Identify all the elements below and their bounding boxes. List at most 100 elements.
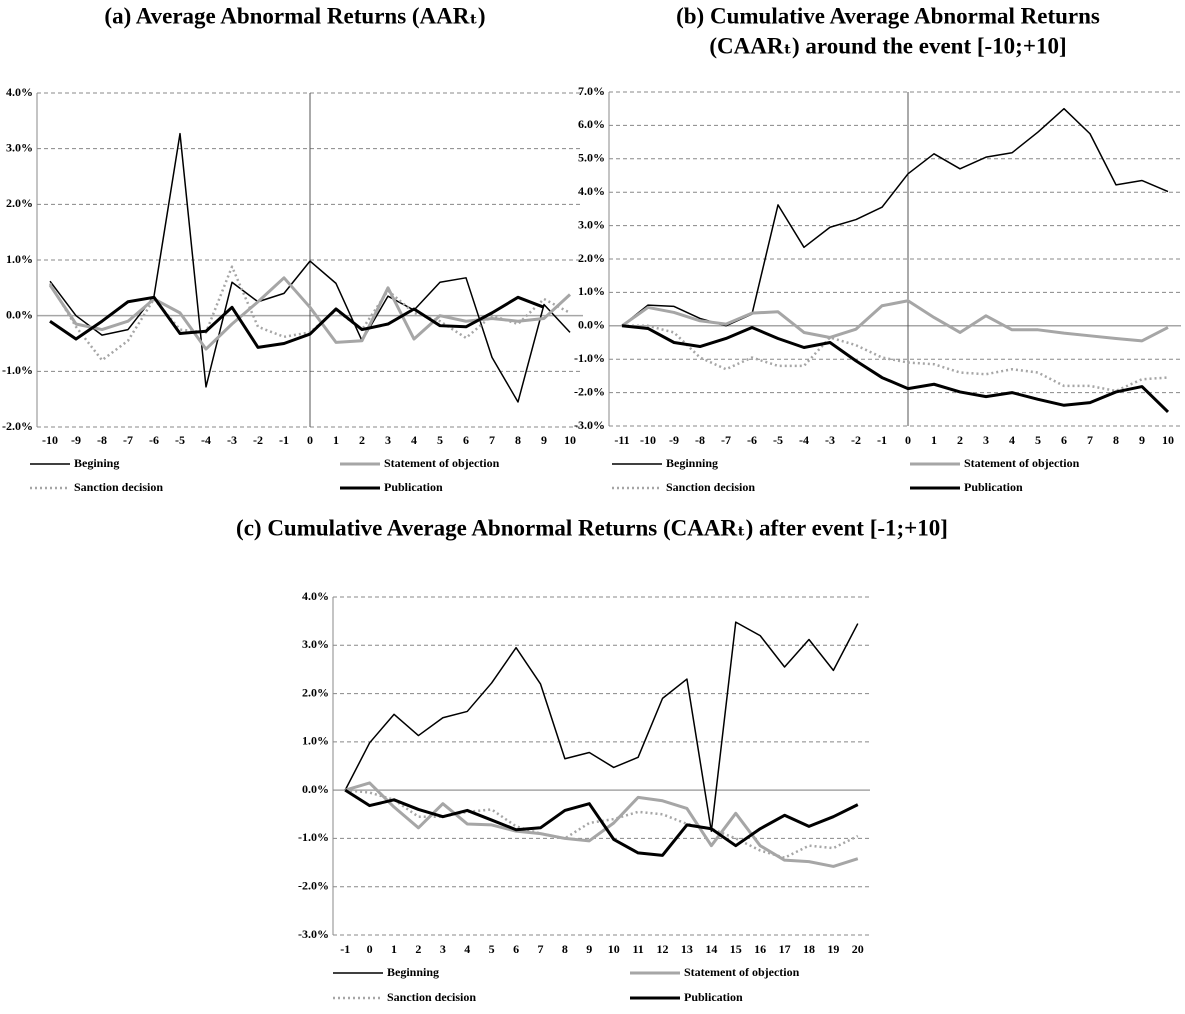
series-line bbox=[344, 621, 859, 832]
y-tick-label: 3.0% bbox=[578, 217, 605, 231]
legend-label: Publication bbox=[684, 990, 743, 1004]
x-tick-label: 6 bbox=[1061, 433, 1067, 447]
x-tick-label: 9 bbox=[541, 433, 547, 447]
x-tick-label: 9 bbox=[586, 942, 592, 956]
x-tick-label: 5 bbox=[1035, 433, 1041, 447]
x-tick-label: 18 bbox=[803, 942, 815, 956]
x-tick-label: 2 bbox=[415, 942, 421, 956]
y-tick-label: 1.0% bbox=[6, 252, 33, 266]
x-tick-label: 13 bbox=[681, 942, 693, 956]
y-tick-label: -3.0% bbox=[574, 418, 605, 432]
x-tick-label: 1 bbox=[931, 433, 937, 447]
chart-title: (c) Cumulative Average Abnormal Returns … bbox=[236, 515, 948, 540]
x-tick-label: 7 bbox=[489, 433, 495, 447]
x-tick-label: -7 bbox=[721, 433, 731, 447]
y-tick-label: -2.0% bbox=[574, 384, 605, 398]
legend-label: Statement of objection bbox=[964, 456, 1080, 470]
series-line bbox=[622, 324, 1169, 393]
legend-label: Statement of objection bbox=[684, 965, 800, 979]
y-tick-label: 0.0% bbox=[578, 318, 605, 332]
legend-label: Beginning bbox=[387, 965, 439, 979]
legend-label: Sanction decision bbox=[387, 990, 476, 1004]
x-tick-label: 20 bbox=[852, 942, 864, 956]
x-tick-label: 3 bbox=[983, 433, 989, 447]
x-tick-label: 10 bbox=[1162, 433, 1174, 447]
x-tick-label: 15 bbox=[730, 942, 742, 956]
x-tick-label: 4 bbox=[411, 433, 417, 447]
legend-label: Beginning bbox=[666, 456, 718, 470]
x-tick-label: 8 bbox=[515, 433, 521, 447]
y-tick-label: 1.0% bbox=[302, 734, 329, 748]
y-tick-label: 0.0% bbox=[6, 307, 33, 321]
y-tick-label: -3.0% bbox=[298, 927, 329, 941]
legend-label: Begining bbox=[74, 456, 119, 470]
x-tick-label: -11 bbox=[614, 433, 629, 447]
series-line bbox=[49, 295, 545, 349]
chart-title: (b) Cumulative Average Abnormal Returns bbox=[676, 3, 1100, 28]
x-tick-label: 11 bbox=[632, 942, 643, 956]
x-tick-label: 8 bbox=[562, 942, 568, 956]
y-tick-label: 2.0% bbox=[578, 251, 605, 265]
legend-label: Sanction decision bbox=[666, 480, 755, 494]
x-tick-label: 5 bbox=[437, 433, 443, 447]
x-tick-label: 10 bbox=[608, 942, 620, 956]
y-tick-label: 6.0% bbox=[578, 117, 605, 131]
x-tick-label: -9 bbox=[669, 433, 679, 447]
legend-label: Publication bbox=[964, 480, 1023, 494]
x-tick-label: -1 bbox=[279, 433, 289, 447]
legend-label: Sanction decision bbox=[74, 480, 163, 494]
y-tick-label: 3.0% bbox=[302, 637, 329, 651]
x-tick-label: -7 bbox=[123, 433, 133, 447]
x-tick-label: 19 bbox=[827, 942, 839, 956]
x-tick-label: 9 bbox=[1139, 433, 1145, 447]
x-tick-label: -2 bbox=[253, 433, 263, 447]
x-tick-label: -1 bbox=[340, 942, 350, 956]
x-tick-label: 3 bbox=[440, 942, 446, 956]
x-tick-label: 3 bbox=[385, 433, 391, 447]
x-tick-label: -4 bbox=[201, 433, 211, 447]
y-tick-label: -2.0% bbox=[298, 878, 329, 892]
x-tick-label: 0 bbox=[367, 942, 373, 956]
x-tick-label: -6 bbox=[149, 433, 159, 447]
x-tick-label: -3 bbox=[227, 433, 237, 447]
x-tick-label: -8 bbox=[695, 433, 705, 447]
legend-label: Publication bbox=[384, 480, 443, 494]
y-tick-label: 0.0% bbox=[302, 782, 329, 796]
x-tick-label: 4 bbox=[1009, 433, 1015, 447]
x-tick-label: -6 bbox=[747, 433, 757, 447]
series-line bbox=[621, 299, 1169, 343]
x-tick-label: 7 bbox=[1087, 433, 1093, 447]
x-tick-label: 0 bbox=[905, 433, 911, 447]
x-tick-label: 1 bbox=[391, 942, 397, 956]
series-line bbox=[48, 276, 572, 351]
series-line bbox=[344, 781, 859, 868]
x-tick-label: 6 bbox=[513, 942, 519, 956]
y-tick-label: -1.0% bbox=[298, 830, 329, 844]
y-tick-label: 1.0% bbox=[578, 284, 605, 298]
x-tick-label: -5 bbox=[175, 433, 185, 447]
x-tick-label: 16 bbox=[754, 942, 766, 956]
x-tick-label: 4 bbox=[464, 942, 470, 956]
x-tick-label: 5 bbox=[489, 942, 495, 956]
x-tick-label: 10 bbox=[564, 433, 576, 447]
series-line bbox=[345, 788, 859, 859]
series-line bbox=[621, 107, 1169, 327]
y-tick-label: -1.0% bbox=[2, 363, 33, 377]
y-tick-label: 7.0% bbox=[578, 84, 605, 98]
series-line bbox=[344, 788, 859, 857]
x-tick-label: 8 bbox=[1113, 433, 1119, 447]
series-line bbox=[49, 132, 571, 403]
chart-title: (a) Average Abnormal Returns (AARₜ) bbox=[104, 3, 485, 28]
y-tick-label: 3.0% bbox=[6, 140, 33, 154]
y-tick-label: 5.0% bbox=[578, 151, 605, 165]
chart-title: (CAARₜ) around the event [-10;+10] bbox=[709, 33, 1066, 58]
x-tick-label: -8 bbox=[97, 433, 107, 447]
y-tick-label: 2.0% bbox=[302, 685, 329, 699]
x-tick-label: 7 bbox=[537, 942, 543, 956]
legend-label: Statement of objection bbox=[384, 456, 500, 470]
x-tick-label: 2 bbox=[359, 433, 365, 447]
x-tick-label: 6 bbox=[463, 433, 469, 447]
x-tick-label: 2 bbox=[957, 433, 963, 447]
x-tick-label: -4 bbox=[799, 433, 809, 447]
